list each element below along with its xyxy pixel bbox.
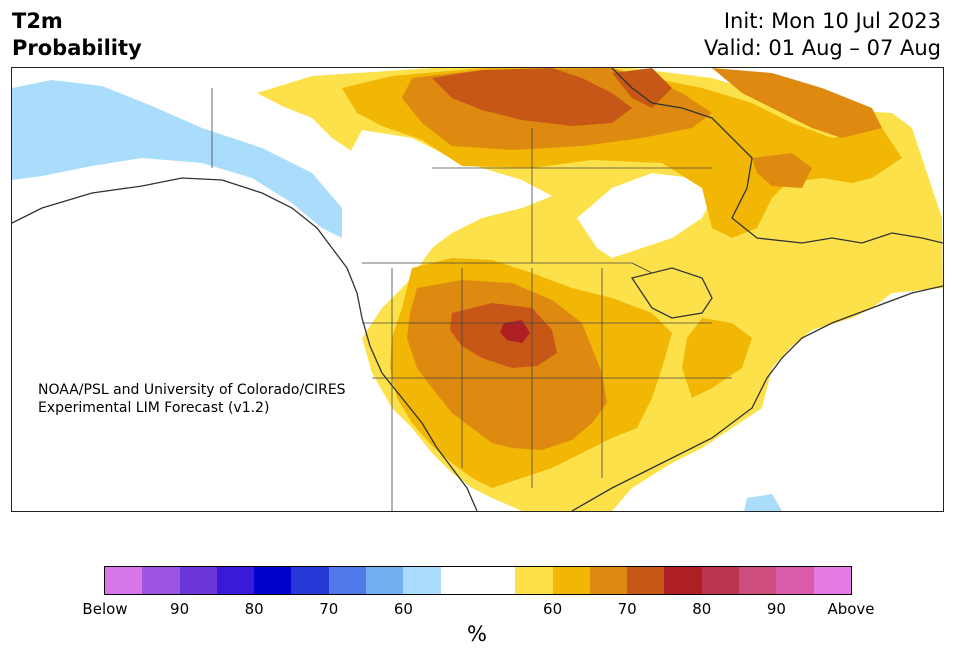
colorbar-swatch — [216, 567, 255, 594]
colorbar-swatch — [776, 567, 814, 594]
valid-range: Valid: 01 Aug – 07 Aug — [703, 36, 941, 60]
below-60-region-alaska — [12, 80, 342, 238]
colorbar-swatch — [477, 567, 516, 594]
probability-map — [11, 67, 944, 512]
colorbar-swatch — [813, 567, 851, 594]
colorbar-swatch — [328, 567, 367, 594]
colorbar-swatch — [179, 567, 217, 594]
colorbar-tick-label: 60 — [393, 600, 413, 618]
colorbar-swatch — [701, 567, 740, 594]
above-80-region — [500, 320, 530, 343]
colorbar-tick-label: 90 — [766, 600, 786, 618]
colorbar-swatch — [627, 567, 665, 594]
political-borders — [211, 88, 732, 511]
colorbar-tick-label: 80 — [692, 600, 712, 618]
colorbar-tick-label: 70 — [319, 600, 339, 618]
colorbar-tick-label: 60 — [543, 600, 563, 618]
title-variable: T2m — [12, 9, 63, 33]
above-75-region — [432, 68, 632, 126]
colorbar-swatch — [105, 567, 143, 594]
colorbar-swatch — [254, 567, 292, 594]
colorbar-tick-label: Above — [827, 600, 875, 618]
title-metric: Probability — [12, 36, 142, 60]
colorbar-tick-label: 80 — [244, 600, 264, 618]
credit-forecast: Experimental LIM Forecast (v1.2) — [38, 400, 270, 416]
colorbar-swatch — [589, 567, 628, 594]
colorbar-swatch — [291, 567, 329, 594]
colorbar-tick-label: 90 — [170, 600, 190, 618]
colorbar-tick-label: Below — [82, 600, 128, 618]
colorbar-swatch — [403, 567, 441, 594]
coastlines — [12, 68, 943, 511]
colorbar-swatch — [552, 567, 590, 594]
data-credit: NOAA/PSL and University of Colorado/CIRE… — [38, 381, 346, 417]
map-canvas — [12, 68, 943, 511]
below-60-region-south — [744, 494, 782, 511]
map-title: T2m Probability — [12, 8, 142, 62]
forecast-dates: Init: Mon 10 Jul 2023 Valid: 01 Aug – 07… — [704, 8, 941, 62]
colorbar-swatch — [664, 567, 702, 594]
colorbar-swatch — [739, 567, 777, 594]
init-date: Init: Mon 10 Jul 2023 — [723, 9, 941, 33]
colorbar — [104, 566, 852, 595]
colorbar-unit: % — [467, 622, 487, 646]
colorbar-swatch — [440, 567, 478, 594]
colorbar-swatch — [366, 567, 404, 594]
colorbar-swatch — [142, 567, 180, 594]
colorbar-swatch — [515, 567, 553, 594]
credit-source: NOAA/PSL and University of Colorado/CIRE… — [38, 382, 346, 398]
colorbar-tick-label: 70 — [617, 600, 637, 618]
